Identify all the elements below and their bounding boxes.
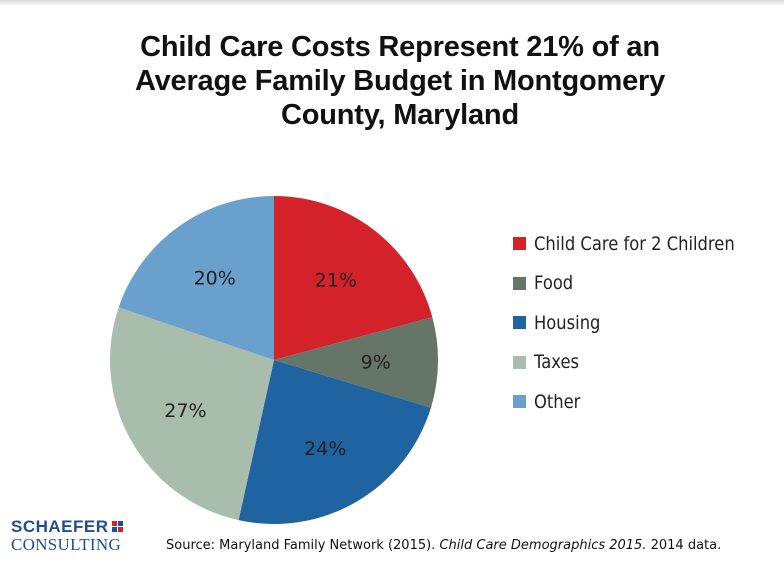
legend-label: Child Care for 2 Children bbox=[534, 232, 735, 255]
pie-slice-value-label: 21% bbox=[315, 269, 357, 291]
pie-slice-food bbox=[274, 317, 438, 408]
legend-swatch bbox=[513, 355, 526, 369]
pie-slice-housing bbox=[238, 360, 431, 525]
pie-slice-value-label: 20% bbox=[194, 267, 236, 289]
source-prefix: Source: Maryland Family Network (2015). bbox=[166, 538, 440, 553]
source-note: Source: Maryland Family Network (2015). … bbox=[166, 538, 721, 553]
chart-legend: Child Care for 2 Children Food Housing Taxe… bbox=[513, 224, 767, 422]
legend-label: Taxes bbox=[534, 351, 580, 374]
legend-label: Food bbox=[534, 272, 574, 295]
legend-item: Other bbox=[513, 382, 767, 422]
logo-mark-icon bbox=[111, 521, 123, 532]
pie-slice-value-label: 27% bbox=[164, 400, 206, 422]
chart-title-line-3: County, Maryland bbox=[281, 99, 519, 131]
logo-mark-square bbox=[117, 521, 123, 526]
pie-slice-value-label: 9% bbox=[361, 352, 391, 374]
chart-title: Child Care Costs Represent 21% of an Ave… bbox=[60, 30, 740, 132]
logo-mark-square bbox=[117, 527, 123, 532]
legend-item: Housing bbox=[513, 303, 767, 343]
pie-slice-taxes bbox=[109, 307, 274, 521]
source-italic: Child Care Demographics 2015. bbox=[439, 538, 647, 553]
logo-top-text: SCHAEFER bbox=[11, 517, 109, 536]
pie-slice-value-label: 24% bbox=[304, 438, 346, 460]
legend-label: Housing bbox=[534, 311, 601, 334]
logo-mark-square bbox=[111, 527, 117, 532]
schaefer-consulting-logo: SCHAEFER CONSULTING bbox=[11, 518, 123, 553]
logo-bottom-text: CONSULTING bbox=[11, 535, 122, 554]
legend-item: Taxes bbox=[513, 343, 767, 383]
slide-top-shadow bbox=[0, 0, 784, 6]
chart-title-line-2: Average Family Budget in Montgomery bbox=[134, 65, 666, 97]
legend-label: Other bbox=[534, 390, 581, 413]
pie-slice-child-care-for-2-children bbox=[274, 196, 433, 360]
legend-swatch bbox=[513, 316, 526, 330]
pie-slice-other bbox=[118, 196, 274, 360]
legend-swatch bbox=[513, 276, 526, 290]
legend-item: Food bbox=[513, 264, 767, 304]
logo-mark-square bbox=[111, 521, 117, 526]
source-suffix: 2014 data. bbox=[646, 538, 722, 553]
chart-title-line-1: Child Care Costs Represent 21% of an bbox=[140, 31, 660, 63]
legend-item: Child Care for 2 Children bbox=[513, 224, 767, 264]
legend-swatch bbox=[513, 395, 526, 409]
legend-swatch bbox=[513, 237, 526, 251]
